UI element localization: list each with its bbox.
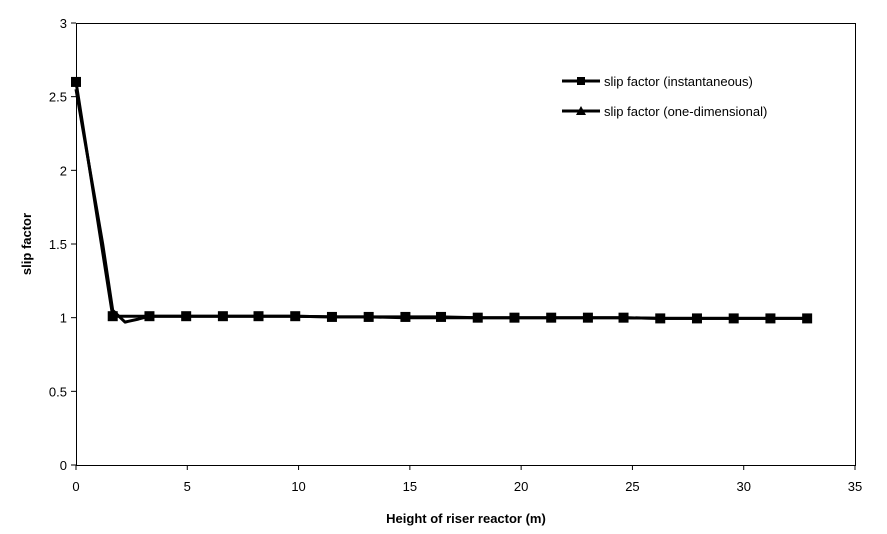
data-point-marker bbox=[400, 311, 411, 322]
data-point-marker bbox=[582, 312, 593, 323]
x-tick-label: 30 bbox=[736, 479, 750, 494]
data-point-marker bbox=[472, 312, 483, 323]
x-tick-label: 10 bbox=[291, 479, 305, 494]
y-tick-label: 3 bbox=[60, 16, 67, 31]
data-point-marker bbox=[802, 313, 813, 324]
y-tick-label: 1 bbox=[60, 311, 67, 326]
legend-label: slip factor (instantaneous) bbox=[604, 74, 753, 89]
legend-label: slip factor (one-dimensional) bbox=[604, 104, 767, 119]
data-point-marker bbox=[107, 311, 118, 322]
data-point-marker bbox=[655, 313, 666, 324]
data-point-marker bbox=[436, 311, 447, 322]
y-axis-title: slip factor bbox=[19, 213, 34, 275]
x-tick-label: 5 bbox=[184, 479, 191, 494]
y-axis: 0 0.5 1 1.5 2 2.5 3 bbox=[49, 16, 76, 473]
x-tick-label: 20 bbox=[514, 479, 528, 494]
data-point-marker bbox=[217, 311, 228, 322]
data-point-marker bbox=[290, 311, 301, 322]
x-axis-title: Height of riser reactor (m) bbox=[386, 511, 546, 526]
legend-item: slip factor (one-dimensional) bbox=[562, 104, 767, 119]
legend-marker bbox=[576, 106, 586, 115]
data-point-marker bbox=[728, 313, 739, 324]
series-layer bbox=[71, 76, 813, 324]
data-point-marker bbox=[618, 312, 629, 323]
data-point-marker bbox=[363, 311, 374, 322]
y-tick-label: 2 bbox=[60, 163, 67, 178]
y-tick-label: 0.5 bbox=[49, 384, 67, 399]
legend-item: slip factor (instantaneous) bbox=[562, 74, 753, 89]
data-point-marker bbox=[71, 76, 81, 87]
legend-marker bbox=[577, 77, 585, 85]
series-instantaneous bbox=[71, 76, 813, 324]
x-tick-label: 15 bbox=[403, 479, 417, 494]
data-point-marker bbox=[546, 312, 557, 323]
plot-area-frame bbox=[76, 23, 856, 466]
x-tick-label: 35 bbox=[848, 479, 862, 494]
data-point-marker bbox=[509, 312, 520, 323]
x-axis: 0 5 10 15 20 25 30 35 bbox=[72, 465, 862, 494]
y-tick-label: 1.5 bbox=[49, 237, 67, 252]
x-tick-label: 25 bbox=[625, 479, 639, 494]
data-point-marker bbox=[181, 311, 192, 322]
legend: slip factor (instantaneous) slip factor (… bbox=[562, 74, 767, 119]
data-point-marker bbox=[765, 313, 776, 324]
y-tick-label: 2.5 bbox=[49, 90, 67, 105]
y-tick-label: 0 bbox=[60, 458, 67, 473]
x-tick-label: 0 bbox=[72, 479, 79, 494]
data-point-marker bbox=[691, 313, 702, 324]
data-point-marker bbox=[144, 311, 155, 322]
data-point-marker bbox=[326, 311, 337, 322]
data-point-marker bbox=[253, 311, 264, 322]
